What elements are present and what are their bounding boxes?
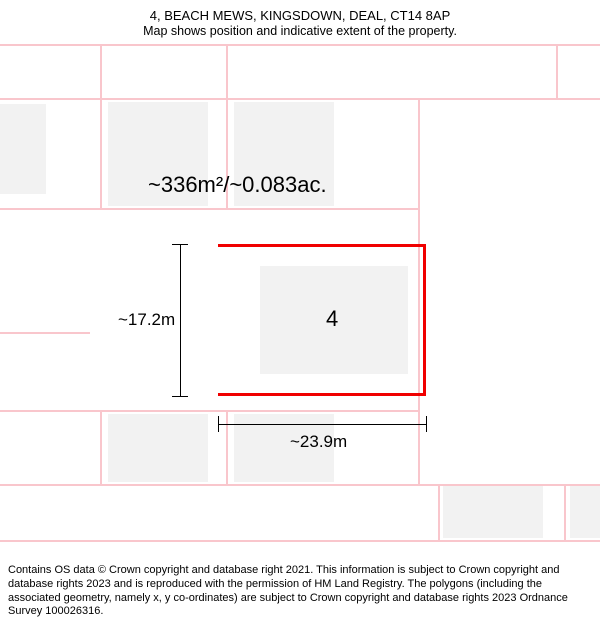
property-boundary [218, 244, 426, 396]
parcel-line [100, 410, 102, 484]
parcel-line [556, 44, 558, 98]
parcel-line [438, 484, 440, 542]
parcel-line [226, 410, 228, 484]
copyright-footer: Contains OS data © Crown copyright and d… [8, 564, 592, 619]
plot-number: 4 [326, 306, 338, 332]
parcel-line [0, 332, 90, 334]
area-label: ~336m²/~0.083ac. [148, 172, 327, 198]
parcel-line [0, 98, 600, 100]
building-footprint [570, 486, 600, 538]
parcel-line [100, 44, 102, 98]
dimension-label-horizontal: ~23.9m [290, 432, 347, 452]
parcel-line [226, 44, 228, 98]
dimension-line-horizontal [218, 424, 426, 425]
dimension-line-vertical [180, 244, 181, 396]
page-title: 4, BEACH MEWS, KINGSDOWN, DEAL, CT14 8AP [0, 8, 600, 23]
parcel-line [0, 410, 420, 412]
building-footprint [108, 414, 208, 482]
header: 4, BEACH MEWS, KINGSDOWN, DEAL, CT14 8AP… [0, 0, 600, 38]
building-footprint [0, 104, 46, 194]
map-canvas: ~336m²/~0.083ac. 4 ~17.2m ~23.9m [0, 44, 600, 544]
page-subtitle: Map shows position and indicative extent… [0, 24, 600, 38]
parcel-line [0, 208, 420, 210]
parcel-line [0, 540, 600, 542]
dimension-tick [172, 244, 188, 245]
dimension-tick [218, 416, 219, 432]
dimension-label-vertical: ~17.2m [118, 310, 175, 330]
building-footprint [443, 486, 543, 538]
parcel-line [564, 484, 566, 542]
parcel-line [100, 98, 102, 210]
dimension-tick [426, 416, 427, 432]
parcel-line [0, 44, 600, 46]
dimension-tick [172, 396, 188, 397]
